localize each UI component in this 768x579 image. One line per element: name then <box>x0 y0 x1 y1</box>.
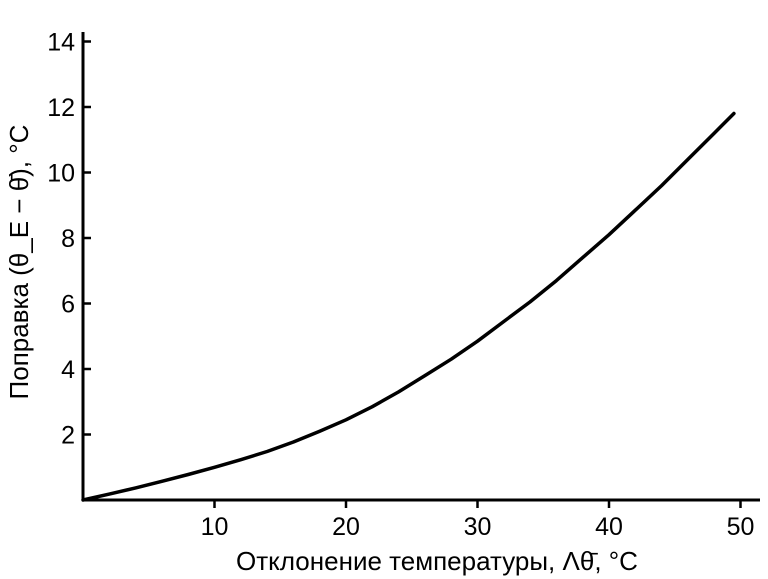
series-line <box>81 111 736 502</box>
x-tick-label: 50 <box>727 513 755 541</box>
x-tick-label: 40 <box>595 513 623 541</box>
y-tick-label: 14 <box>47 29 75 57</box>
y-axis-title: Поправка (θ_E − θ̄), °C <box>4 125 34 400</box>
y-tick-label: 6 <box>61 291 75 319</box>
x-tick-label: 30 <box>464 513 492 541</box>
y-tick-label: 8 <box>61 225 75 253</box>
y-axis-ticks: 2 4 6 8 10 12 14 <box>47 29 91 450</box>
x-axis-title: Отклонение температуры, Λθ̄, °C <box>236 546 638 576</box>
x-tick-label: 10 <box>201 513 229 541</box>
y-tick-label: 4 <box>61 356 75 384</box>
x-tick-label: 20 <box>332 513 360 541</box>
y-tick-label: 10 <box>47 160 75 188</box>
y-tick-label: 12 <box>47 94 75 122</box>
y-tick-label: 2 <box>61 422 75 450</box>
x-axis-ticks: 10 20 30 40 50 <box>201 500 755 541</box>
